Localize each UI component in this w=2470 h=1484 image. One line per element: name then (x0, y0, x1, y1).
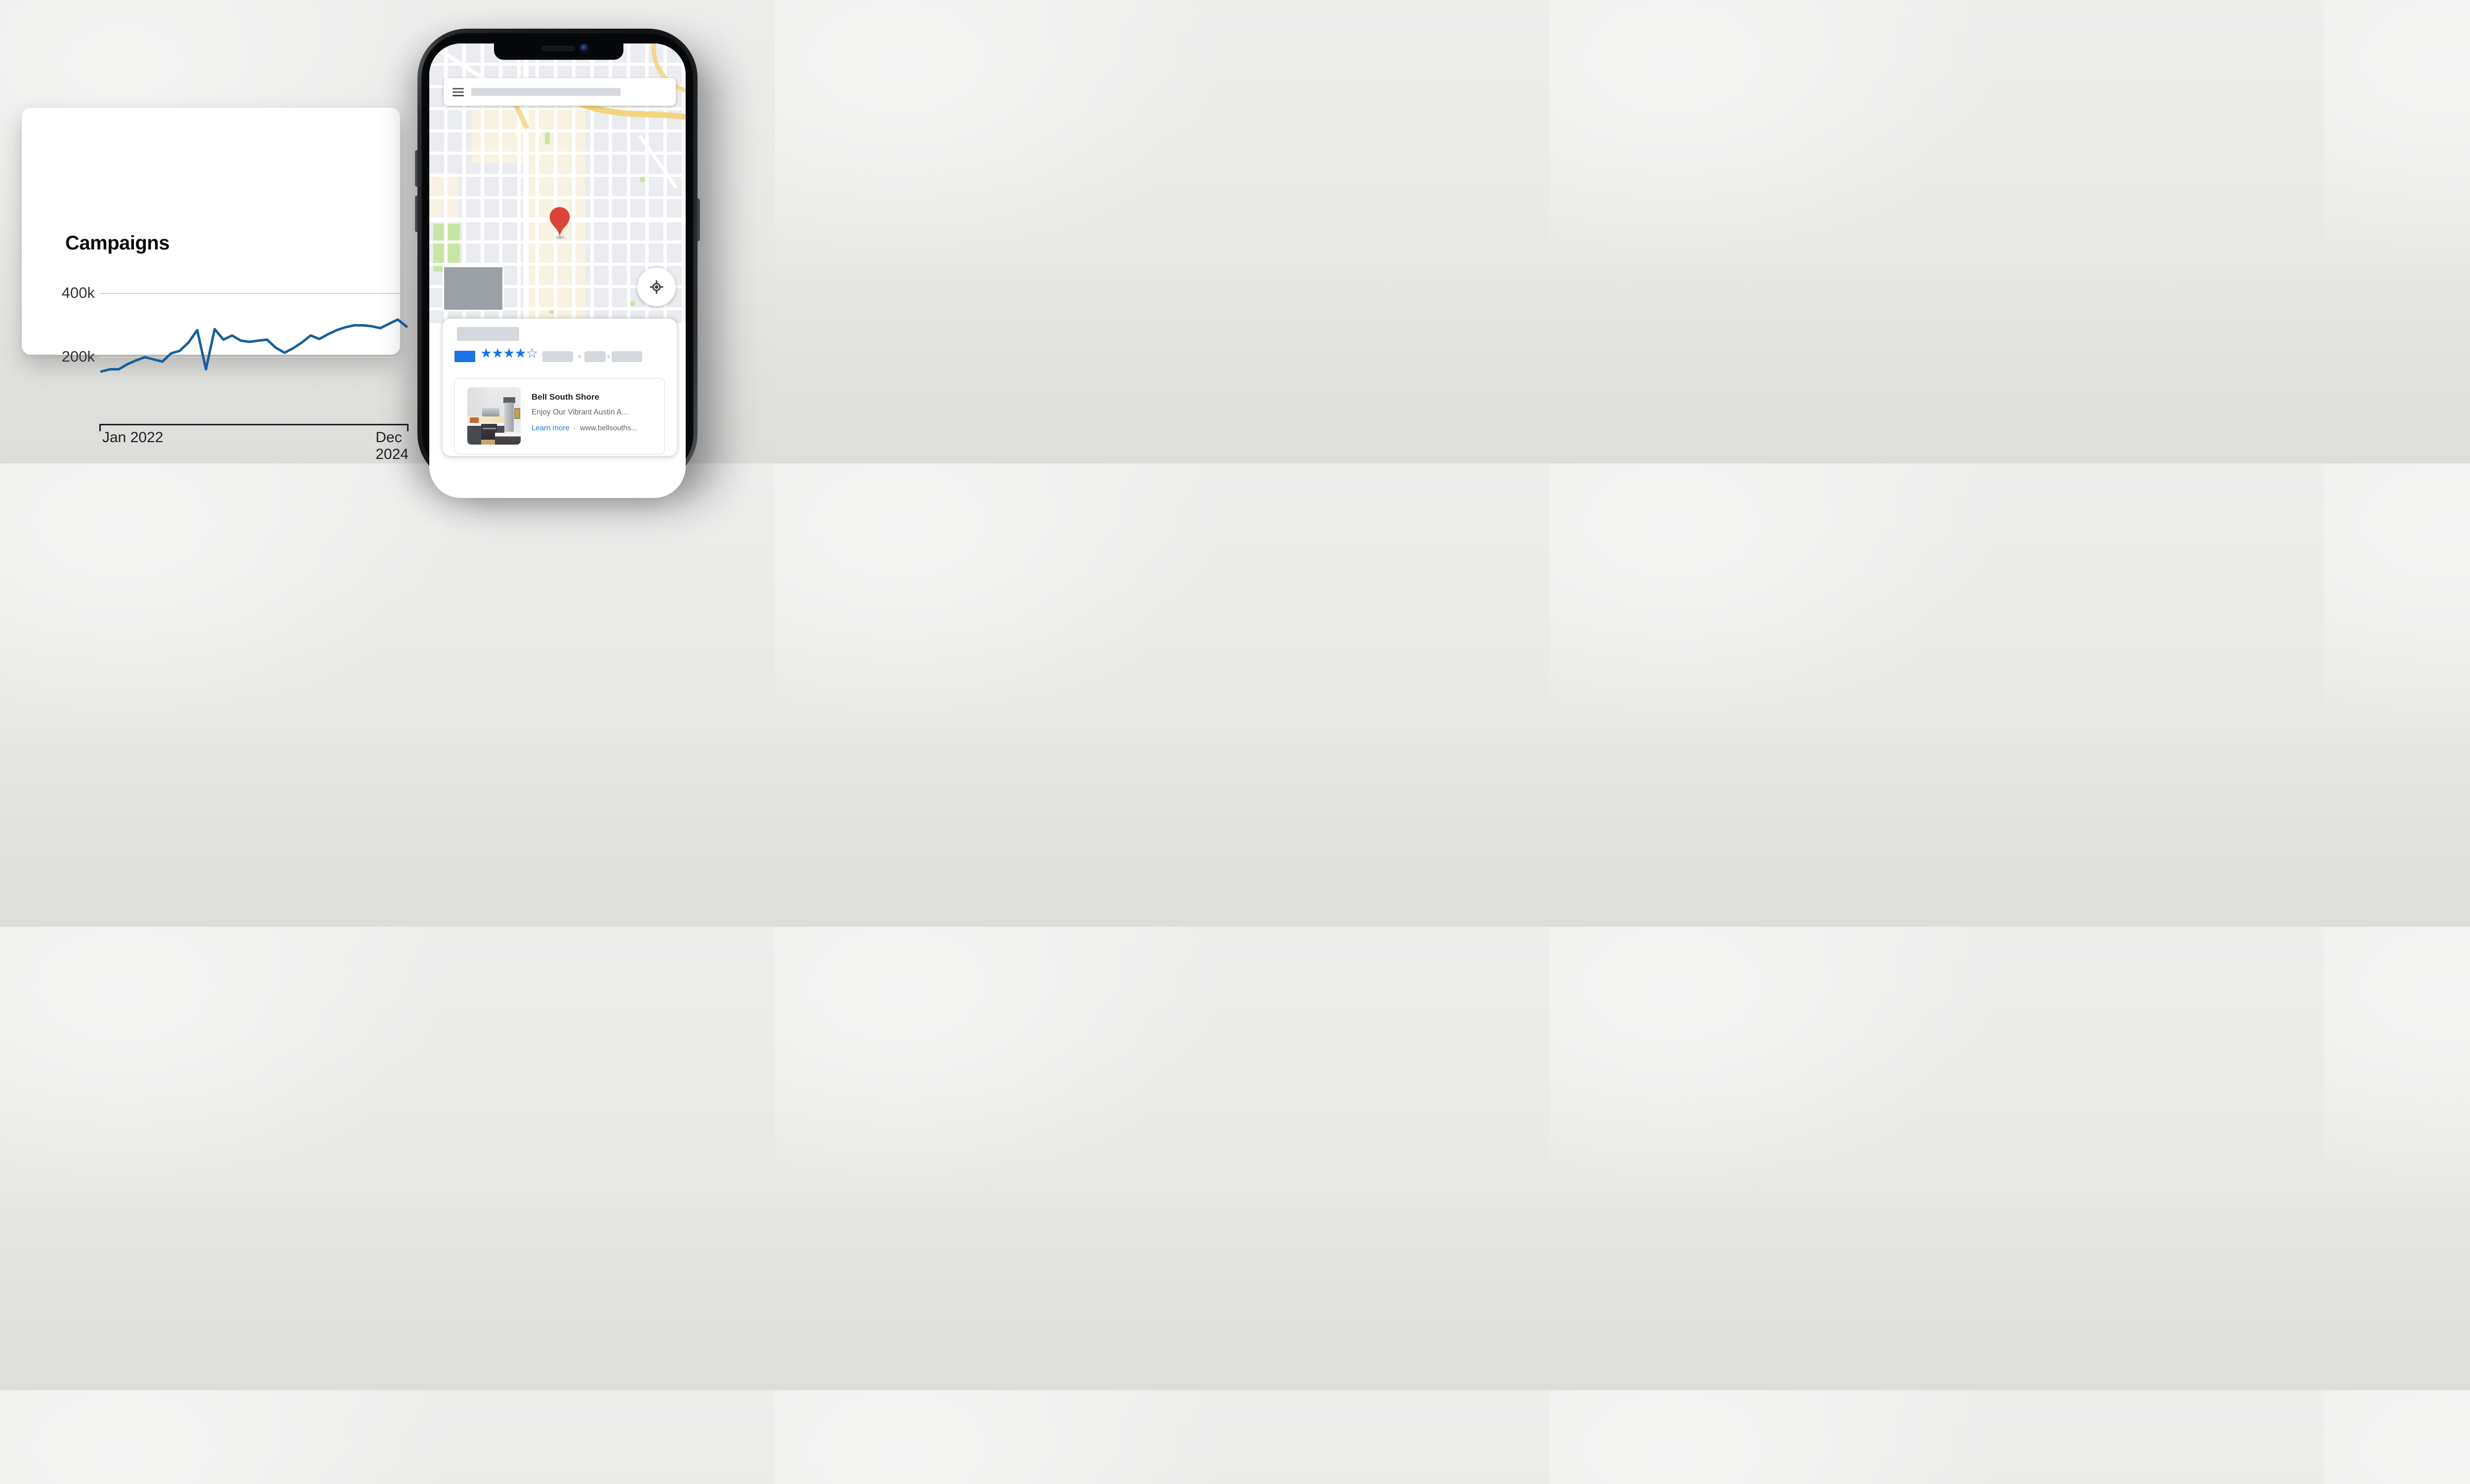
my-location-button[interactable] (637, 268, 676, 306)
chart-title: Campaigns (65, 232, 170, 254)
link-separator: · (573, 424, 576, 432)
menu-hamburger-icon[interactable] (453, 87, 464, 96)
search-query-placeholder (471, 88, 620, 96)
y-tick-200k: 200k (61, 348, 95, 365)
front-camera-icon (580, 44, 589, 53)
meta-separator-dot (578, 355, 581, 358)
meta-placeholder-pill (542, 351, 573, 362)
listing-name: Bell South Shore (532, 392, 599, 402)
rating-badge (454, 351, 475, 362)
earpiece-speaker-icon (542, 46, 575, 51)
x-tick-start: Jan 2022 (102, 429, 164, 446)
map-pin-icon (549, 207, 570, 237)
phone-notch (494, 43, 623, 60)
listing-description: Enjoy Our Vibrant Austin A... (532, 408, 628, 416)
x-tick-end: Dec 2024 (375, 429, 409, 462)
listing-card[interactable]: Bell South Shore Enjoy Our Vibrant Austi… (454, 378, 665, 454)
crosshair-target-icon (650, 280, 663, 294)
volume-up-button (415, 150, 418, 187)
phone-screen: ★★★★☆ (429, 43, 686, 498)
listing-url: www.bellsouths... (580, 424, 637, 432)
map-ad-placeholder-fill (444, 267, 502, 310)
page: { "campaigns_card": { "title": "Campaign… (0, 0, 775, 498)
search-bar[interactable] (444, 78, 676, 106)
volume-down-button (415, 196, 418, 232)
y-tick-400k: 400k (61, 284, 95, 301)
meta-placeholder-pill (584, 351, 606, 362)
listing-photo-kitchen (467, 387, 521, 445)
map-ad-placeholder (443, 266, 504, 311)
learn-more-link[interactable]: Learn more (532, 424, 570, 432)
campaigns-line-chart (100, 318, 408, 373)
meta-separator-dot (607, 355, 610, 358)
map-pin[interactable] (549, 206, 571, 237)
power-button (697, 199, 700, 241)
place-bottom-sheet: ★★★★☆ (443, 319, 677, 456)
star-rating: ★★★★☆ (480, 346, 538, 361)
phone-mockup: ★★★★☆ (415, 29, 700, 498)
listing-link-row: Learn more · www.bellsouths... (532, 424, 637, 432)
place-title-placeholder (457, 327, 519, 341)
campaigns-card: Campaigns 400k 200k Jan 2022 Dec 2024 (22, 108, 409, 462)
meta-placeholder-pill (612, 351, 642, 362)
